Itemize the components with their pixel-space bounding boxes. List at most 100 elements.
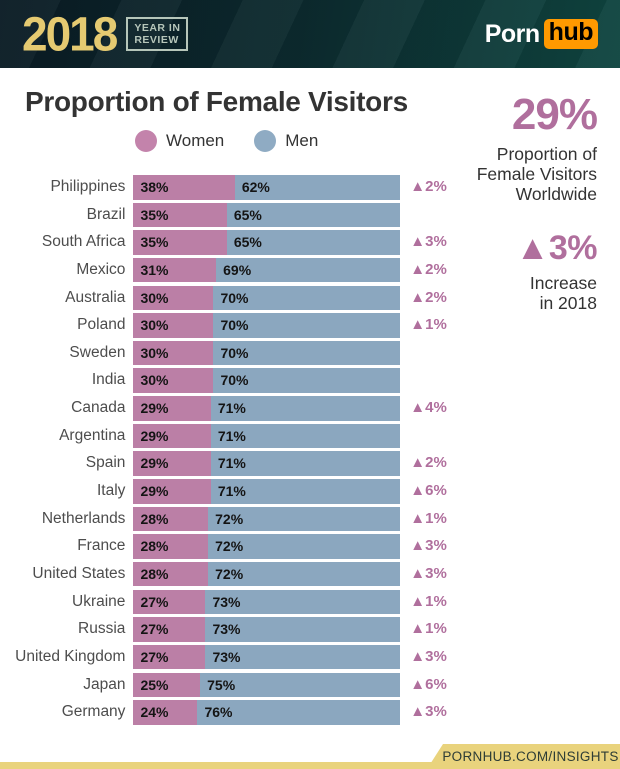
men-segment: 75% [200,672,401,698]
stacked-bar: 28% 72% [133,506,401,532]
men-percent-label: 72% [215,565,244,582]
footer-gold-strip [0,762,620,769]
country-label: France [77,537,126,555]
country-label: South Africa [41,233,126,251]
stacked-bar: 30% 70% [133,285,401,311]
chart-row: Canada 29% 71% ▲4% [0,396,470,424]
men-segment: 69% [216,257,401,283]
women-segment: 28% [133,534,209,559]
men-percent-label: 62% [241,179,270,195]
men-segment: 72% [208,534,401,559]
men-segment: 71% [210,479,401,504]
women-segment: 24% [133,700,198,725]
men-segment: 62% [234,175,401,200]
legend-item-men: Men [254,130,318,152]
chart-row: Netherlands 28% 72% ▲1% [0,506,470,535]
men-percent-label: 71% [217,427,246,444]
stacked-bar: 35% 65% [133,202,401,228]
country-label: Australia [65,288,126,306]
change-value: ▲3% [410,233,447,251]
insights-link[interactable]: PORNHUB.COM/INSIGHTS [427,744,620,769]
men-segment: 70% [213,285,401,311]
increase-value: ▲3% [515,228,598,267]
country-label: Ukraine [72,592,126,610]
page-title: Proportion of Female Visitors [25,86,408,117]
country-label: Poland [77,316,126,334]
header-banner: 2018 YEAR IN REVIEW Porn hub [0,0,620,68]
change-value: ▲2% [410,178,447,195]
chart-legend: Women Men [135,130,318,152]
women-segment: 29% [133,479,211,504]
change-value: ▲3% [410,564,447,582]
change-value: ▲2% [410,454,447,472]
stacked-bar: 29% 71% [133,451,401,476]
country-label: Brazil [86,205,126,223]
men-segment: 73% [205,589,401,615]
men-percent-label: 65% [233,206,262,223]
men-segment: 65% [226,202,401,228]
women-segment: 30% [133,285,214,311]
chart-row: Poland 30% 70% ▲1% [0,313,470,341]
women-segment: 30% [133,340,214,366]
women-percent-label: 30% [140,317,169,334]
women-segment: 27% [133,589,206,615]
women-percent-label: 25% [140,676,169,693]
stacked-bar: 29% 71% [133,479,401,504]
men-percent-label: 70% [220,289,249,306]
stacked-bar: 27% 73% [133,617,401,642]
men-segment: 71% [210,451,401,476]
men-percent-label: 65% [233,234,262,251]
men-segment: 70% [213,313,401,338]
women-swatch-icon [135,130,157,152]
men-segment: 65% [226,230,401,255]
women-segment: 28% [133,506,209,532]
chart-row: India 30% 70% [0,368,470,396]
women-segment: 38% [133,175,235,200]
change-value: ▲1% [410,592,447,610]
women-percent-label: 29% [140,483,169,500]
country-label: Argentina [59,426,126,444]
men-percent-label: 71% [217,483,246,500]
change-value: ▲3% [410,647,447,665]
change-value: ▲3% [410,537,447,555]
worldwide-proportion-label: Proportion of Female Visitors Worldwide [476,143,597,205]
women-percent-label: 28% [140,565,169,582]
men-percent-label: 73% [212,621,241,638]
men-percent-label: 76% [204,704,233,721]
stacked-bar: 29% 71% [133,396,401,421]
stacked-bar: 38% 62% [133,175,401,200]
stacked-bar: 30% 70% [133,313,401,338]
country-label: Sweden [69,343,126,361]
women-percent-label: 28% [140,538,169,555]
men-percent-label: 69% [223,261,252,278]
men-percent-label: 71% [217,400,246,417]
women-segment: 27% [133,617,206,642]
women-segment: 35% [133,202,227,228]
women-segment: 29% [133,423,211,449]
men-swatch-icon [254,130,277,152]
stacked-bar: 28% 72% [133,561,401,587]
men-segment: 71% [210,423,401,449]
women-percent-label: 24% [140,704,169,721]
stacked-bar: 27% 73% [133,644,401,670]
chart-row: Germany 24% 76% ▲3% [0,700,470,728]
chart-row: Brazil 35% 65% [0,202,470,231]
women-segment: 27% [133,644,206,670]
year-logo: 2018 [22,6,118,62]
men-segment: 73% [205,617,401,642]
men-percent-label: 70% [220,372,249,389]
worldwide-proportion-value: 29% [511,90,598,139]
country-label: Spain [85,454,126,472]
women-segment: 28% [133,561,209,587]
men-segment: 70% [213,368,401,393]
legend-item-women: Women [135,130,224,152]
change-value: ▲4% [410,399,447,417]
men-percent-label: 75% [207,676,236,693]
stacked-bar: 27% 73% [133,589,401,615]
women-segment: 25% [133,672,201,698]
brand-logo: Porn hub [485,19,598,49]
stacked-bar: 24% 76% [133,700,401,725]
men-segment: 71% [210,396,401,421]
chart-row: South Africa 35% 65% ▲3% [0,230,470,258]
chart-row: Argentina 29% 71% [0,423,470,452]
